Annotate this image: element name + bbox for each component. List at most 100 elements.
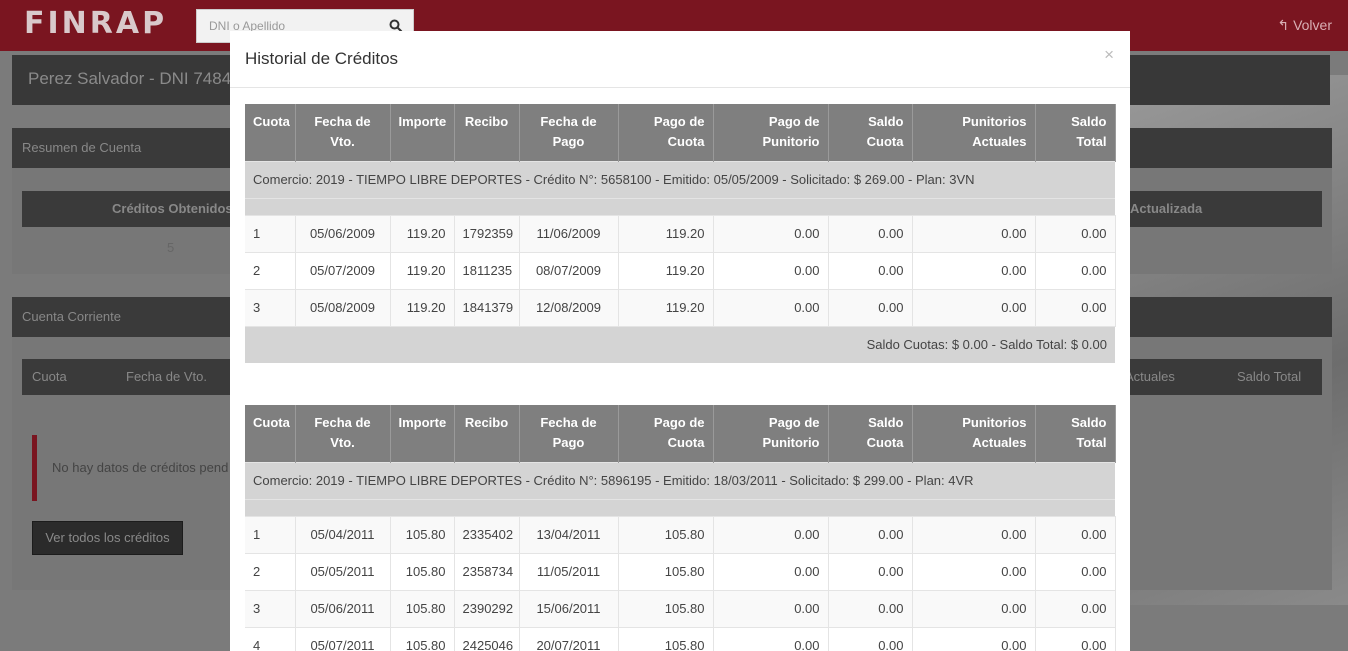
search-button[interactable]: [379, 10, 413, 42]
col-header-pago-punitorio: Pago de Punitorio: [713, 104, 829, 161]
cell-fecha-pago: 11/06/2009: [519, 214, 619, 252]
search-icon: [389, 19, 403, 33]
table-row: 3 05/06/2011 105.80 2390292 15/06/2011 105.80…: [245, 589, 1116, 627]
cell-cuota: 3: [245, 288, 296, 326]
cell-saldo-cuota: 0.00: [828, 552, 913, 590]
col-header-cuota: Cuota: [245, 405, 296, 462]
cell-fecha-pago: 12/08/2009: [519, 288, 619, 326]
cell-fecha-vto: 05/05/2011: [295, 552, 391, 590]
cell-punitorios-actuales: 0.00: [912, 214, 1036, 252]
table-header-row: Cuota Fecha de Vto. Importe Recibo Fecha de …: [245, 405, 1116, 462]
cell-importe: 105.80: [390, 515, 455, 553]
cell-fecha-vto: 05/06/2009: [295, 214, 391, 252]
cell-pago-cuota: 105.80: [618, 515, 714, 553]
cell-punitorios-actuales: 0.00: [912, 552, 1036, 590]
table-row: 2 05/07/2009 119.20 1811235 08/07/2009 119.20…: [245, 251, 1116, 289]
cell-pago-punitorio: 0.00: [713, 552, 829, 590]
close-icon[interactable]: ×: [1104, 45, 1114, 64]
spacer-row: [245, 498, 1115, 516]
ca-col-actuales: Actuales: [1125, 369, 1175, 384]
cell-recibo: 2358734: [454, 552, 520, 590]
col-header-fecha-pago: Fecha de Pago: [519, 405, 619, 462]
col-header-pago-cuota: Pago de Cuota: [618, 405, 714, 462]
credit-table: Cuota Fecha de Vto. Importe Recibo Fecha de …: [245, 405, 1116, 651]
cell-punitorios-actuales: 0.00: [912, 589, 1036, 627]
col-header-saldo-total: Saldo Total: [1035, 405, 1116, 462]
cell-fecha-vto: 05/07/2009: [295, 251, 391, 289]
cell-punitorios-actuales: 0.00: [912, 626, 1036, 651]
app-logo[interactable]: FINRAP: [24, 6, 168, 41]
credit-info-row: Comercio: 2019 - TIEMPO LIBRE DEPORTES -…: [245, 461, 1115, 499]
cell-saldo-cuota: 0.00: [828, 288, 913, 326]
cell-saldo-cuota: 0.00: [828, 214, 913, 252]
cell-recibo: 2390292: [454, 589, 520, 627]
table-row: 3 05/08/2009 119.20 1841379 12/08/2009 119.20…: [245, 288, 1116, 326]
back-link[interactable]: ↰ Volver: [1277, 17, 1332, 34]
table-row: 2 05/05/2011 105.80 2358734 11/05/2011 105.80…: [245, 552, 1116, 590]
cell-importe: 119.20: [390, 251, 455, 289]
credit-total-row: Saldo Cuotas: $ 0.00 - Saldo Total: $ 0.…: [245, 325, 1115, 363]
spacer-row: [245, 197, 1115, 215]
cell-pago-cuota: 119.20: [618, 288, 714, 326]
cell-fecha-vto: 05/08/2009: [295, 288, 391, 326]
cell-pago-punitorio: 0.00: [713, 288, 829, 326]
reply-icon: ↰: [1277, 17, 1290, 33]
col-header-saldo-cuota: Saldo Cuota: [828, 104, 913, 161]
cell-cuota: 1: [245, 515, 296, 553]
table-gap: [245, 363, 1115, 405]
cell-cuota: 2: [245, 251, 296, 289]
col-header-recibo: Recibo: [454, 104, 520, 161]
cell-saldo-cuota: 0.00: [828, 251, 913, 289]
cell-pago-punitorio: 0.00: [713, 589, 829, 627]
cell-punitorios-actuales: 0.00: [912, 515, 1036, 553]
cell-cuota: 4: [245, 626, 296, 651]
cell-pago-cuota: 119.20: [618, 251, 714, 289]
cell-cuota: 1: [245, 214, 296, 252]
cell-saldo-cuota: 0.00: [828, 515, 913, 553]
cell-saldo-total: 0.00: [1035, 515, 1116, 553]
col-header-cuota: Cuota: [245, 104, 296, 161]
cell-cuota: 3: [245, 589, 296, 627]
col-header-fecha-pago: Fecha de Pago: [519, 104, 619, 161]
table-row: 1 05/06/2009 119.20 1792359 11/06/2009 119.20…: [245, 214, 1116, 252]
col-header-punitorios-actuales: Punitorios Actuales: [912, 405, 1036, 462]
spacer-cell: [245, 498, 1115, 516]
cell-importe: 105.80: [390, 552, 455, 590]
col-header-importe: Importe: [390, 405, 455, 462]
credit-info-text: Comercio: 2019 - TIEMPO LIBRE DEPORTES -…: [245, 461, 1115, 499]
table-row: 1 05/04/2011 105.80 2335402 13/04/2011 105.80…: [245, 515, 1116, 553]
back-label: Volver: [1293, 17, 1332, 33]
col-header-pago-punitorio: Pago de Punitorio: [713, 405, 829, 462]
cell-saldo-total: 0.00: [1035, 589, 1116, 627]
col-header-saldo-total: Saldo Total: [1035, 104, 1116, 161]
modal-header: Historial de Créditos ×: [230, 31, 1130, 88]
summary-col-updated: Actualizada: [1130, 201, 1203, 216]
cell-fecha-pago: 13/04/2011: [519, 515, 619, 553]
credit-info-text: Comercio: 2019 - TIEMPO LIBRE DEPORTES -…: [245, 160, 1115, 198]
col-header-fecha-vto: Fecha de Vto.: [295, 405, 391, 462]
cell-importe: 119.20: [390, 288, 455, 326]
cell-saldo-total: 0.00: [1035, 626, 1116, 651]
credit-history-modal: Historial de Créditos × Cuota Fecha de Vt…: [230, 31, 1130, 651]
cell-pago-punitorio: 0.00: [713, 214, 829, 252]
ca-col-cuota: Cuota: [32, 369, 67, 384]
cell-pago-punitorio: 0.00: [713, 626, 829, 651]
summary-credits-value: 5: [167, 240, 175, 255]
cell-pago-punitorio: 0.00: [713, 251, 829, 289]
col-header-pago-cuota: Pago de Cuota: [618, 104, 714, 161]
cell-recibo: 1811235: [454, 251, 520, 289]
credit-info-row: Comercio: 2019 - TIEMPO LIBRE DEPORTES -…: [245, 160, 1115, 198]
spacer-cell: [245, 197, 1115, 215]
cell-pago-cuota: 105.80: [618, 589, 714, 627]
modal-body: Cuota Fecha de Vto. Importe Recibo Fecha de …: [245, 104, 1116, 651]
cell-recibo: 2335402: [454, 515, 520, 553]
cell-importe: 105.80: [390, 589, 455, 627]
cell-fecha-pago: 11/05/2011: [519, 552, 619, 590]
cell-pago-cuota: 105.80: [618, 626, 714, 651]
search-input[interactable]: DNI o Apellido: [209, 19, 286, 33]
credit-table: Cuota Fecha de Vto. Importe Recibo Fecha de …: [245, 104, 1116, 363]
table-header-row: Cuota Fecha de Vto. Importe Recibo Fecha de …: [245, 104, 1116, 161]
view-all-credits-button[interactable]: Ver todos los créditos: [32, 521, 183, 555]
cell-fecha-vto: 05/06/2011: [295, 589, 391, 627]
cell-punitorios-actuales: 0.00: [912, 288, 1036, 326]
